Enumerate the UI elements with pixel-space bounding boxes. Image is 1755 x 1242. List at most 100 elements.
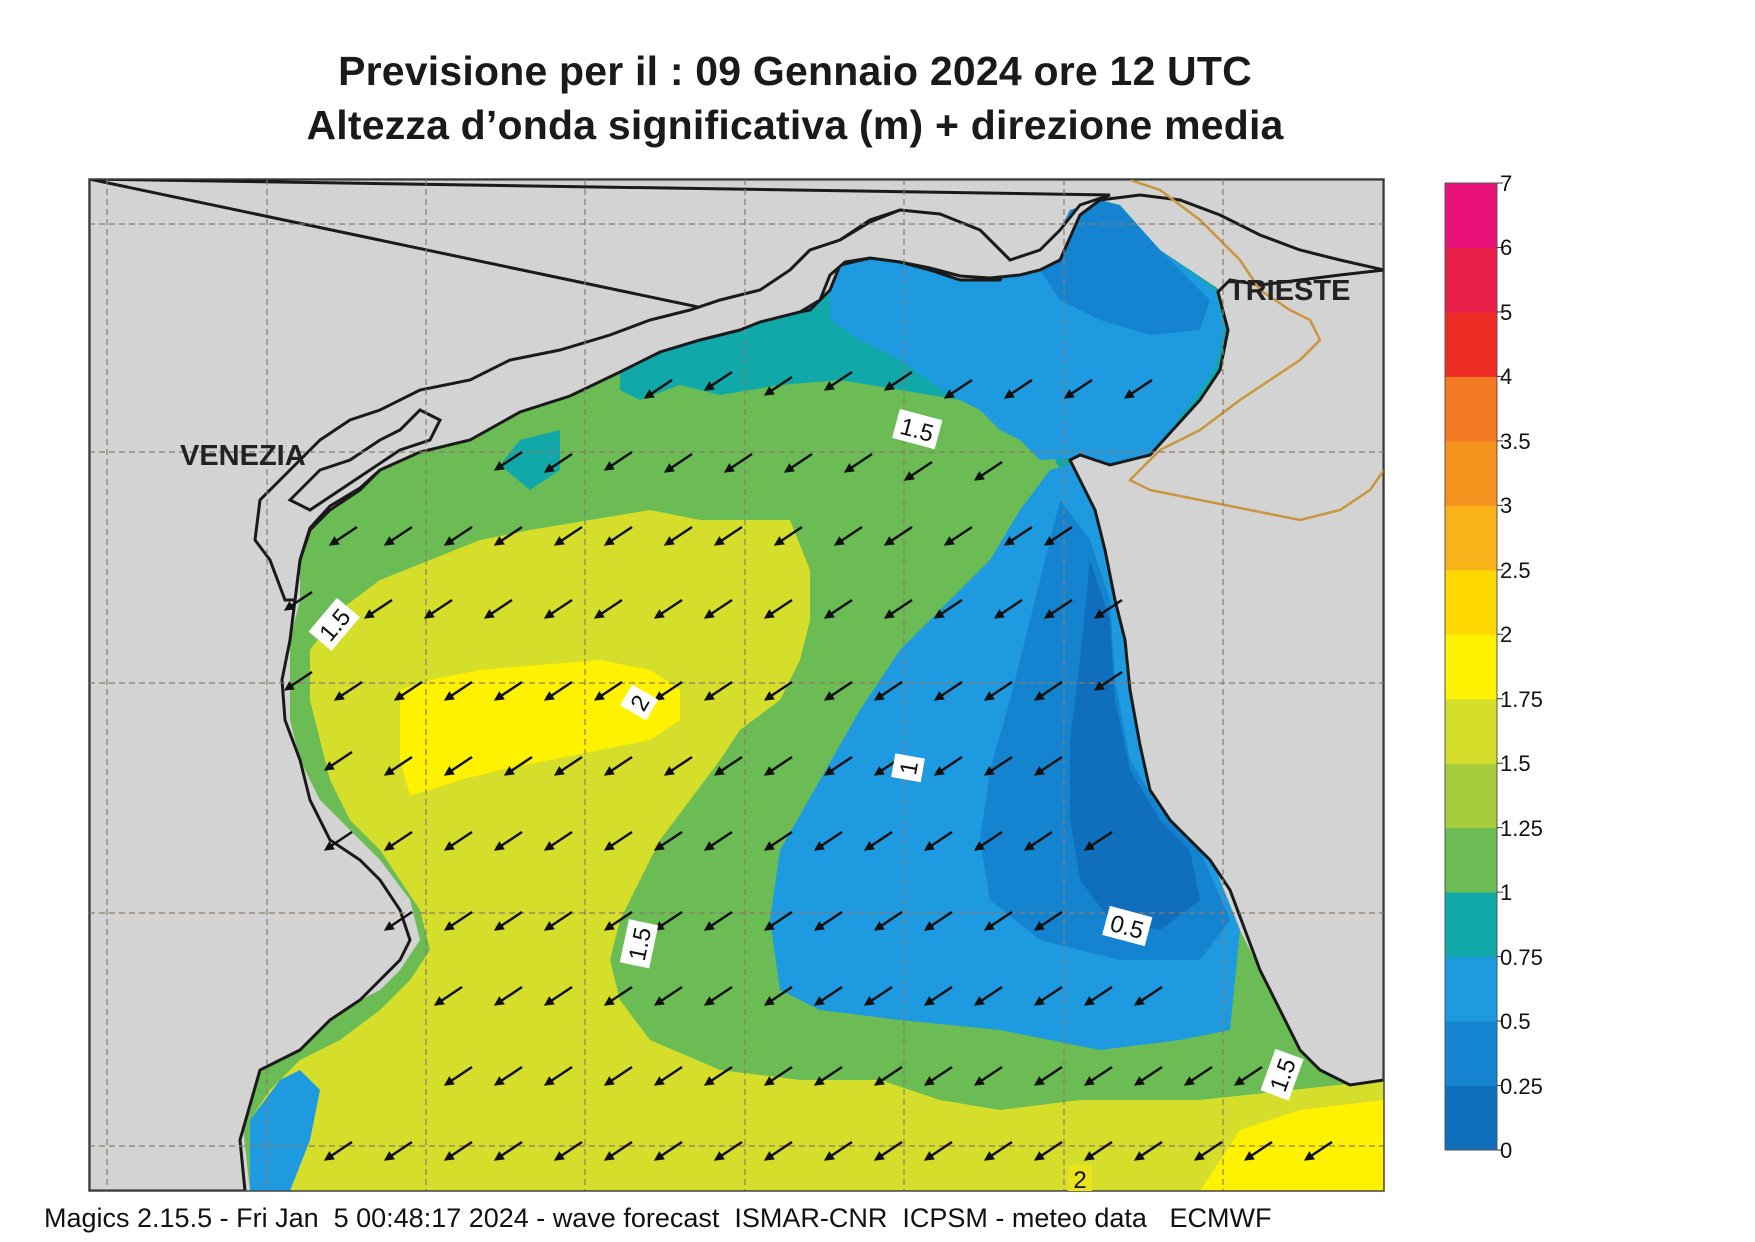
direction-arrow [383, 830, 413, 851]
colorbar-label: 6 [1500, 235, 1513, 261]
direction-arrow [813, 910, 843, 931]
contour-fill-yellow [400, 660, 680, 795]
direction-arrow [1243, 1140, 1273, 1161]
direction-arrow [653, 1140, 683, 1161]
colorbar-label: 1.75 [1500, 686, 1543, 712]
direction-arrow [443, 830, 473, 851]
direction-arrow [763, 830, 793, 851]
direction-arrow [703, 910, 733, 931]
direction-arrow [923, 985, 953, 1006]
direction-arrow [543, 1065, 573, 1086]
colorbar-label: 2.5 [1500, 557, 1531, 583]
direction-arrow [283, 670, 313, 691]
direction-arrow [763, 910, 793, 931]
colorbar-swatch [1445, 956, 1497, 1022]
direction-arrow [1093, 670, 1123, 691]
direction-arrow [923, 830, 953, 851]
colorbar [1444, 182, 1503, 1151]
contour-fill-darkblue-ne [1040, 200, 1210, 335]
direction-arrow [663, 525, 693, 546]
contour-fill-teal-west [500, 430, 560, 490]
direction-arrow [983, 680, 1013, 701]
direction-arrow [933, 598, 963, 619]
direction-arrow [1133, 1065, 1163, 1086]
direction-arrow [1043, 598, 1073, 619]
direction-arrow [383, 755, 413, 776]
direction-arrow [1033, 910, 1063, 931]
direction-arrow [973, 1065, 1003, 1086]
colorbar-label: 0 [1500, 1138, 1513, 1163]
direction-arrow [493, 525, 523, 546]
direction-arrow [703, 680, 733, 701]
direction-arrow [603, 830, 633, 851]
colorbar-label: 0.25 [1500, 1073, 1543, 1099]
direction-arrow [993, 598, 1023, 619]
colorbar-label: 4 [1500, 364, 1513, 390]
direction-arrow [393, 680, 423, 701]
city-label-trieste: TRIESTE [1228, 275, 1351, 307]
national-border [1127, 179, 1384, 522]
colorbar-swatch [1445, 569, 1497, 635]
direction-arrow [653, 680, 683, 701]
direction-arrow [873, 1065, 903, 1086]
direction-arrow [323, 830, 353, 851]
graticule [89, 179, 1384, 1191]
colorbar-label: 0.5 [1500, 1009, 1531, 1035]
direction-arrow [593, 598, 623, 619]
colorbar-swatch [1445, 311, 1497, 377]
direction-arrow [923, 1065, 953, 1086]
direction-arrow [703, 1065, 733, 1086]
direction-arrow [1193, 1140, 1223, 1161]
direction-arrow [423, 598, 453, 619]
direction-arrow [1133, 985, 1163, 1006]
direction-arrow [603, 910, 633, 931]
direction-arrow [873, 910, 903, 931]
colorbar-label: 3 [1500, 493, 1513, 519]
direction-arrow [873, 680, 903, 701]
direction-arrow [1003, 525, 1033, 546]
venice-lagoon [287, 408, 443, 512]
direction-arrow [493, 985, 523, 1006]
direction-arrow [383, 1140, 413, 1161]
direction-arrow [503, 755, 533, 776]
direction-arrow [983, 755, 1013, 776]
direction-arrow [823, 598, 853, 619]
direction-arrow [713, 1140, 743, 1161]
direction-arrow [1093, 598, 1123, 619]
direction-arrow [763, 1065, 793, 1086]
footer-credits: Magics 2.15.5 - Fri Jan 5 00:48:17 2024 … [44, 1203, 1272, 1233]
direction-arrow [663, 755, 693, 776]
direction-arrow [973, 830, 1003, 851]
direction-arrow [763, 375, 793, 396]
direction-arrow [713, 525, 743, 546]
direction-arrow [843, 452, 873, 473]
direction-arrow [333, 680, 363, 701]
direction-arrow [833, 525, 863, 546]
direction-arrow [383, 525, 413, 546]
direction-arrow [873, 1140, 903, 1161]
direction-arrow [763, 680, 793, 701]
direction-arrow [603, 450, 633, 471]
direction-arrow [863, 985, 893, 1006]
direction-arrow [328, 525, 358, 546]
direction-arrow [1123, 378, 1153, 399]
direction-arrow [553, 1140, 583, 1161]
direction-arrow [983, 1140, 1013, 1161]
colorbar-frame [1444, 182, 1498, 1151]
direction-arrow [603, 755, 633, 776]
direction-arrow [553, 755, 583, 776]
direction-arrow [883, 370, 913, 391]
wave-direction-arrows [283, 370, 1333, 1161]
direction-arrow [653, 910, 683, 931]
direction-arrow [1083, 1140, 1113, 1161]
direction-arrow [1083, 1065, 1113, 1086]
colorbar-swatch [1445, 1085, 1497, 1151]
direction-arrow [823, 1140, 853, 1161]
direction-arrow [603, 1140, 633, 1161]
map-frame [88, 178, 1385, 1192]
direction-arrow [933, 680, 963, 701]
direction-arrow [663, 452, 693, 473]
direction-arrow [543, 985, 573, 1006]
direction-arrow [543, 452, 573, 473]
land-north [89, 179, 1384, 602]
